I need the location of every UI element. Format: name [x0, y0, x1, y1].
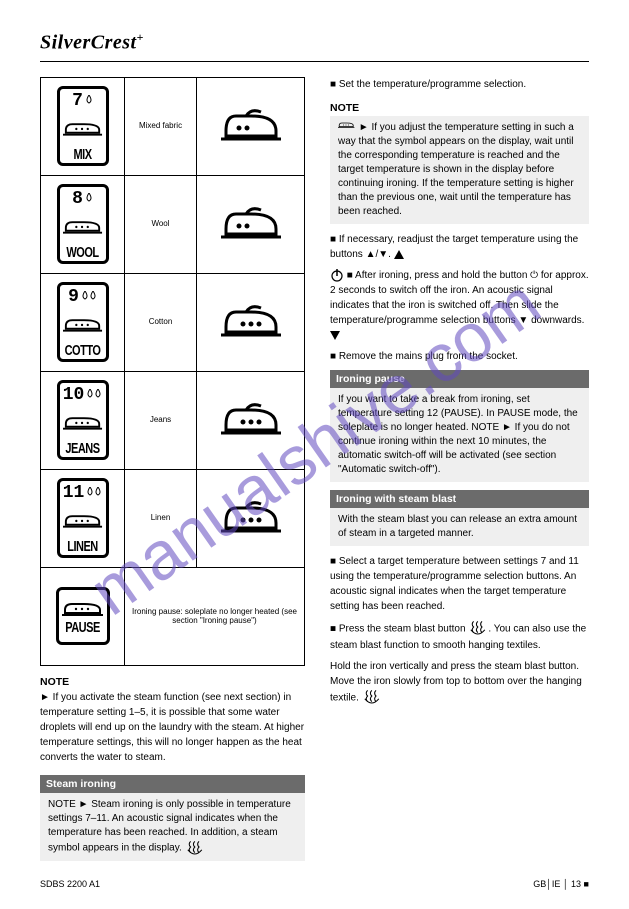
power-icon [330, 268, 344, 282]
steam-blast-icon [468, 620, 488, 638]
fabric-row-pause: PAUSE Ironing pause: soleplate no longer… [41, 567, 305, 665]
footer-right: GB│IE │ 13 ■ [533, 879, 589, 889]
lcd-cell: 8 WOOL [41, 175, 125, 273]
fabric-row: 8 WOOL Wool [41, 175, 305, 273]
section-steam-ironing-box: NOTE ► Steam ironing is only possible in… [40, 793, 305, 861]
lcd-cell: 7 MIX [41, 77, 125, 175]
steam-blast-icon-2 [362, 689, 382, 707]
left-note-body: ► If you activate the steam function (se… [40, 690, 305, 765]
lcd-cell: 10 JEANS [41, 371, 125, 469]
fabric-row: 7 MIX Mixed fabric [41, 77, 305, 175]
lcd-cell: 11 LINEN [41, 469, 125, 567]
up-icon [394, 250, 404, 259]
section-steam-ironing-bar: Steam ironing [40, 775, 305, 793]
desc-cell: Jeans [125, 371, 197, 469]
desc-cell: Cotton [125, 273, 197, 371]
right-note1-box: ► If you adjust the temperature setting … [330, 116, 589, 224]
section-steamblast-bar: Ironing with steam blast [330, 490, 589, 508]
desc-cell: Linen [125, 469, 197, 567]
right-para2: ■ After ironing, press and hold the butt… [330, 268, 589, 343]
brand-logo: SilverCrest+ [40, 30, 589, 55]
care-symbol-cell [197, 77, 305, 175]
lcd-cell-pause: PAUSE [41, 567, 125, 665]
steam-icon [185, 840, 205, 856]
fabric-row: 10 JEANS Jeans [41, 371, 305, 469]
care-symbol-cell [197, 469, 305, 567]
care-symbol-cell [197, 371, 305, 469]
right-note1-head: NOTE [330, 102, 589, 114]
right-para1: ■ If necessary, readjust the target temp… [330, 232, 589, 262]
footer: SDBS 2200 A1 GB│IE │ 13 ■ [40, 879, 589, 889]
fabric-row: 11 LINEN Linen [41, 469, 305, 567]
footer-left: SDBS 2200 A1 [40, 879, 100, 889]
fabric-row: 9 COTTO Cotton [41, 273, 305, 371]
care-symbol-cell [197, 273, 305, 371]
fabric-table: 7 MIX Mixed fabric 8 WOOL Wool 9 COTTO C… [40, 77, 305, 666]
right-para-top: ■ Set the temperature/programme selectio… [330, 77, 589, 92]
right-para4: ■ Select a target temperature between se… [330, 554, 589, 614]
section-steamblast-box: With the steam blast you can release an … [330, 508, 589, 546]
left-note-head: NOTE [40, 676, 305, 688]
right-para6: Hold the iron vertically and press the s… [330, 659, 589, 707]
section-pause-box: If you want to take a break from ironing… [330, 388, 589, 482]
header-rule [40, 61, 589, 62]
care-symbol-cell [197, 175, 305, 273]
lcd-cell: 9 COTTO [41, 273, 125, 371]
right-para5: ■ Press the steam blast button . You can… [330, 620, 589, 653]
right-para3: ■ Remove the mains plug from the socket. [330, 349, 589, 364]
iron-inline-icon [338, 121, 356, 133]
desc-cell-pause: Ironing pause: soleplate no longer heate… [125, 567, 305, 665]
down-icon [330, 331, 340, 340]
desc-cell: Wool [125, 175, 197, 273]
section-pause-bar: Ironing pause [330, 370, 589, 388]
desc-cell: Mixed fabric [125, 77, 197, 175]
